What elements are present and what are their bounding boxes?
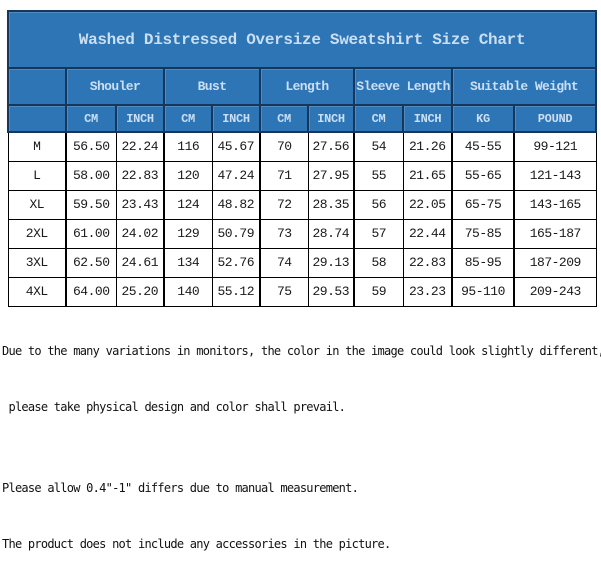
value-cell: 72	[259, 189, 309, 220]
value-cell: 55-65	[451, 160, 515, 191]
unit-header: KG	[451, 104, 515, 133]
unit-header: CM	[65, 104, 117, 133]
value-cell: 45-55	[451, 131, 515, 162]
units-header-row: CM INCH CM INCH CM INCH CM INCH KG POUND	[7, 104, 598, 133]
value-cell: 187-209	[512, 247, 597, 278]
value-cell: 165-187	[512, 218, 597, 249]
value-cell: 56.50	[65, 131, 117, 162]
value-cell: 28.74	[307, 218, 355, 249]
value-cell: 21.26	[402, 131, 453, 162]
group-header-shoulder: Shouler	[65, 67, 165, 106]
empty-header-cell	[7, 67, 67, 106]
value-cell: 99-121	[512, 131, 597, 162]
notes-section: Due to the many variations in monitors, …	[2, 309, 601, 572]
value-cell: 29.13	[307, 247, 355, 278]
value-cell: 61.00	[65, 218, 117, 249]
value-cell: 25.20	[115, 276, 165, 307]
value-cell: 29.53	[307, 276, 355, 307]
size-cell: M	[7, 131, 67, 162]
value-cell: 120	[163, 160, 213, 191]
group-header-length: Length	[259, 67, 355, 106]
monitor-color-note-line2: please take physical design and color sh…	[2, 400, 346, 414]
group-header-sleeve-length: Sleeve Length	[353, 67, 453, 106]
value-cell: 129	[163, 218, 213, 249]
value-cell: 45.67	[211, 131, 261, 162]
value-cell: 24.61	[115, 247, 165, 278]
value-cell: 64.00	[65, 276, 117, 307]
value-cell: 52.76	[211, 247, 261, 278]
value-cell: 73	[259, 218, 309, 249]
value-cell: 21.65	[402, 160, 453, 191]
value-cell: 71	[259, 160, 309, 191]
value-cell: 27.56	[307, 131, 355, 162]
value-cell: 58	[353, 247, 404, 278]
accessories-note: The product does not include any accesso…	[2, 537, 391, 551]
value-cell: 50.79	[211, 218, 261, 249]
value-cell: 27.95	[307, 160, 355, 191]
group-header-suitable-weight: Suitable Weight	[450, 67, 598, 106]
value-cell: 28.35	[307, 189, 355, 220]
size-cell: 3XL	[7, 247, 67, 278]
value-cell: 134	[163, 247, 213, 278]
value-cell: 48.82	[211, 189, 261, 220]
size-cell: 4XL	[7, 276, 67, 307]
value-cell: 116	[163, 131, 213, 162]
unit-header: POUND	[512, 104, 598, 133]
unit-header: INCH	[211, 104, 261, 133]
value-cell: 75-85	[451, 218, 515, 249]
value-cell: 74	[259, 247, 309, 278]
value-cell: 121-143	[512, 160, 597, 191]
chart-title-row: Washed Distressed Oversize Sweatshirt Si…	[6, 10, 598, 69]
value-cell: 143-165	[512, 189, 597, 220]
size-row-xl: XL 59.50 23.43 124 48.82 72 28.35 56 22.…	[7, 189, 597, 220]
unit-header: INCH	[307, 104, 355, 133]
size-row-l: L 58.00 22.83 120 47.24 71 27.95 55 21.6…	[7, 160, 597, 191]
unit-header: CM	[259, 104, 309, 133]
size-row-m: M 56.50 22.24 116 45.67 70 27.56 54 21.2…	[7, 131, 597, 162]
measurement-note: Please allow 0.4"-1" differs due to manu…	[2, 481, 359, 495]
unit-header: CM	[353, 104, 404, 133]
value-cell: 65-75	[451, 189, 515, 220]
size-cell: 2XL	[7, 218, 67, 249]
group-header-bust: Bust	[163, 67, 261, 106]
value-cell: 47.24	[211, 160, 261, 191]
value-cell: 58.00	[65, 160, 117, 191]
value-cell: 22.44	[402, 218, 453, 249]
value-cell: 54	[353, 131, 404, 162]
value-cell: 124	[163, 189, 213, 220]
chart-title: Washed Distressed Oversize Sweatshirt Si…	[6, 10, 598, 69]
monitor-color-note-line1: Due to the many variations in monitors, …	[2, 344, 601, 358]
value-cell: 62.50	[65, 247, 117, 278]
value-cell: 55	[353, 160, 404, 191]
value-cell: 95-110	[451, 276, 515, 307]
value-cell: 22.05	[402, 189, 453, 220]
size-row-3xl: 3XL 62.50 24.61 134 52.76 74 29.13 58 22…	[7, 247, 597, 278]
value-cell: 209-243	[512, 276, 597, 307]
size-chart-table: Washed Distressed Oversize Sweatshirt Si…	[6, 10, 598, 307]
value-cell: 22.24	[115, 131, 165, 162]
value-cell: 55.12	[211, 276, 261, 307]
value-cell: 24.02	[115, 218, 165, 249]
value-cell: 22.83	[115, 160, 165, 191]
value-cell: 23.23	[402, 276, 453, 307]
size-row-2xl: 2XL 61.00 24.02 129 50.79 73 28.74 57 22…	[7, 218, 597, 249]
size-row-4xl: 4XL 64.00 25.20 140 55.12 75 29.53 59 23…	[7, 276, 597, 307]
size-cell: L	[7, 160, 67, 191]
unit-header: INCH	[402, 104, 453, 133]
value-cell: 140	[163, 276, 213, 307]
unit-header: CM	[163, 104, 213, 133]
value-cell: 59	[353, 276, 404, 307]
size-cell: XL	[7, 189, 67, 220]
value-cell: 85-95	[451, 247, 515, 278]
unit-header: INCH	[115, 104, 165, 133]
value-cell: 59.50	[65, 189, 117, 220]
value-cell: 70	[259, 131, 309, 162]
empty-header-cell	[7, 104, 67, 133]
value-cell: 57	[353, 218, 404, 249]
value-cell: 22.83	[402, 247, 453, 278]
value-cell: 23.43	[115, 189, 165, 220]
group-header-row: Shouler Bust Length Sleeve Length Suitab…	[7, 67, 598, 106]
value-cell: 56	[353, 189, 404, 220]
value-cell: 75	[259, 276, 309, 307]
